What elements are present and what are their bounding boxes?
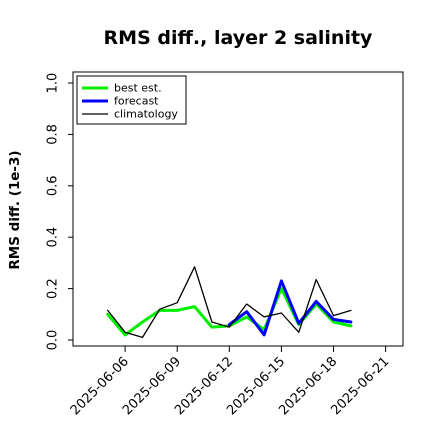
series-line-best-est: [106, 287, 353, 337]
y-tick-label: 0.4: [46, 227, 61, 248]
y-tick-label: 0.6: [46, 175, 61, 196]
y-axis: 0.0 0.2 0.4 0.6 0.8 1.0: [46, 73, 73, 351]
series-line-forecast: [227, 279, 353, 337]
series-line-climatology: [107, 266, 352, 339]
x-axis: 2025-06-062025-06-092025-06-122025-06-15…: [68, 346, 392, 418]
y-tick-label: 0.0: [46, 330, 61, 351]
chart-title: RMS diff., layer 2 salinity: [104, 27, 374, 49]
legend-label: climatology: [114, 108, 178, 121]
legend-label: forecast: [114, 95, 159, 108]
y-tick-label: 0.2: [46, 278, 61, 299]
y-axis-label: RMS diff. (1e-3): [7, 150, 23, 269]
y-tick-label: 0.8: [46, 124, 61, 145]
series-layer: [106, 266, 353, 339]
legend-label: best est.: [114, 82, 162, 95]
y-tick-label: 1.0: [46, 73, 61, 94]
plot-area: [72, 71, 404, 347]
